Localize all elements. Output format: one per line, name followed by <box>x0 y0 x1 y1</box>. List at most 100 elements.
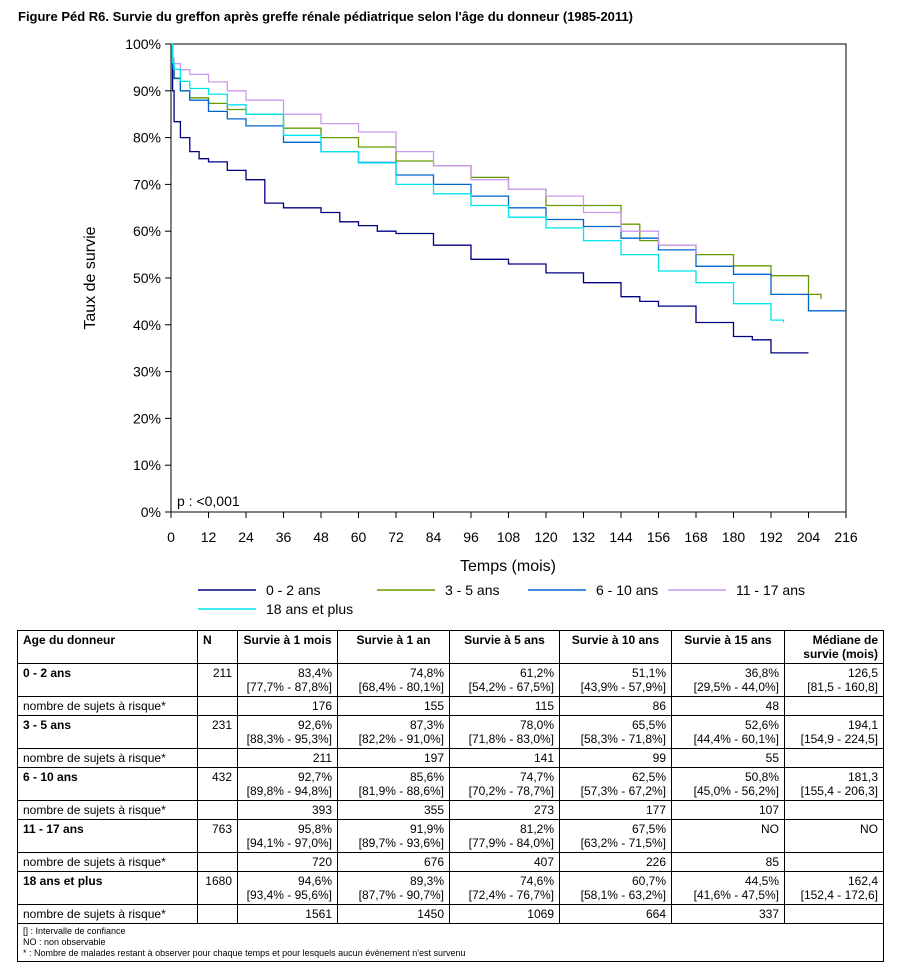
survival-cell: 91,9% [89,7% - 93,6%] <box>337 819 450 853</box>
risk-value: 197 <box>337 748 450 768</box>
x-tick-label: 132 <box>572 529 596 545</box>
confidence-interval: [43,9% - 57,9%] <box>580 680 666 694</box>
risk-empty-cell <box>784 852 884 872</box>
risk-value: 355 <box>337 800 450 820</box>
x-tick-label: 84 <box>426 529 442 545</box>
risk-row: nombre de sujets à risque* 176 155 115 86 48 <box>17 696 884 716</box>
x-tick-label: 156 <box>647 529 671 545</box>
survival-value: 62,5% <box>631 770 666 784</box>
x-tick-label: 48 <box>313 529 329 545</box>
risk-value: 177 <box>559 800 672 820</box>
confidence-interval: [44,4% - 60,1%] <box>693 732 779 746</box>
risk-empty-cell <box>784 696 884 716</box>
risk-label: nombre de sujets à risque* <box>17 852 198 872</box>
survival-value: 92,7% <box>297 770 332 784</box>
survival-value: 162,4 <box>847 874 878 888</box>
donor-age-group: 18 ans et plus <box>17 871 198 905</box>
confidence-interval <box>790 836 878 850</box>
survival-cell: 60,7% [58,1% - 63,2%] <box>559 871 672 905</box>
risk-value: 407 <box>449 852 560 872</box>
confidence-interval: [70,2% - 78,7%] <box>468 784 554 798</box>
risk-empty-cell <box>784 800 884 820</box>
risk-empty-cell <box>784 748 884 768</box>
survival-value: NO <box>860 822 878 836</box>
series-line <box>171 43 697 255</box>
survival-value: 60,7% <box>631 874 666 888</box>
survival-cell: 181,3 [155,4 - 206,3] <box>784 767 884 801</box>
legend-label: 3 - 5 ans <box>445 582 499 598</box>
survival-value: 65,5% <box>631 718 666 732</box>
risk-value: 273 <box>449 800 560 820</box>
confidence-interval: [63,2% - 71,5%] <box>580 836 666 850</box>
x-tick-label: 192 <box>759 529 783 545</box>
survival-cell: 87,3% [82,2% - 91,0%] <box>337 715 450 749</box>
table-header-row: Age du donneur N Survie à 1 mois Survie à 1… <box>17 630 884 664</box>
survival-value: 81,2% <box>519 822 554 836</box>
table-note: * : Nombre de malades restant à observer… <box>23 948 466 958</box>
legend-label: 6 - 10 ans <box>596 582 658 598</box>
survival-value: 74,7% <box>519 770 554 784</box>
survival-cell: 65,5% [58,3% - 71,8%] <box>559 715 672 749</box>
survival-cell: 162,4 [152,4 - 172,6] <box>784 871 884 905</box>
risk-value: 48 <box>671 696 785 716</box>
survival-cell: 85,6% [81,9% - 88,6%] <box>337 767 450 801</box>
x-tick-label: 0 <box>167 529 175 545</box>
x-tick-label: 60 <box>351 529 367 545</box>
survival-value: 61,2% <box>519 666 554 680</box>
survival-value: 126,5 <box>847 666 878 680</box>
survival-value: 74,8% <box>409 666 444 680</box>
survival-cell: 74,8% [68,4% - 80,1%] <box>337 663 450 697</box>
x-tick-label: 168 <box>684 529 708 545</box>
survival-value: 36,8% <box>744 666 779 680</box>
survival-cell: 78,0% [71,8% - 83,0%] <box>449 715 560 749</box>
confidence-interval: [58,1% - 63,2%] <box>580 888 666 902</box>
count-cell: 211 <box>197 663 238 697</box>
survival-value: 95,8% <box>297 822 332 836</box>
x-tick-label: 36 <box>276 529 292 545</box>
survival-cell: 44,5% [41,6% - 47,5%] <box>671 871 785 905</box>
y-axis-label: Taux de survie <box>82 226 99 329</box>
survival-chart: 0% 10% 20% 30% 40% 50% 60% 70% 80% 90% 100% 0 12 24 36… <box>82 36 858 617</box>
y-tick-label: 70% <box>133 176 161 192</box>
count-cell: 432 <box>197 767 238 801</box>
x-tick-label: 12 <box>201 529 217 545</box>
survival-value: 44,5% <box>744 874 779 888</box>
x-tick-label: 216 <box>834 529 858 545</box>
risk-value: 211 <box>237 748 338 768</box>
table-header-cell: Survie à 1 an <box>337 630 450 664</box>
table-row: 3 - 5 ans 231 92,6% [88,3% - 95,3%] 87,3% [82… <box>17 715 884 749</box>
y-tick-label: 0% <box>141 504 161 520</box>
risk-value: 720 <box>237 852 338 872</box>
series-line <box>171 43 822 300</box>
risk-empty-cell <box>197 800 238 820</box>
survival-cell: 51,1% [43,9% - 57,9%] <box>559 663 672 697</box>
survival-value: 91,9% <box>409 822 444 836</box>
donor-age-group: 0 - 2 ans <box>17 663 198 697</box>
x-tick-label: 108 <box>497 529 521 545</box>
table-row: 18 ans et plus 1680 94,6% [93,4% - 95,6%] 89… <box>17 871 884 905</box>
confidence-interval: [152,4 - 172,6] <box>800 888 878 902</box>
table-notes: [] : Intervalle de confiance NO : non obs… <box>17 923 884 962</box>
confidence-interval <box>677 836 779 850</box>
survival-cell: 81,2% [77,9% - 84,0%] <box>449 819 560 853</box>
table-header-cell: Survie à 15 ans <box>671 630 785 664</box>
confidence-interval: [94,1% - 97,0%] <box>246 836 332 850</box>
count-cell: 1680 <box>197 871 238 905</box>
risk-value: 676 <box>337 852 450 872</box>
confidence-interval: [81,5 - 160,8] <box>807 680 878 694</box>
risk-value: 337 <box>671 904 785 924</box>
survival-cell: 62,5% [57,3% - 67,2%] <box>559 767 672 801</box>
legend-label: 11 - 17 ans <box>736 582 805 598</box>
risk-value: 1069 <box>449 904 560 924</box>
risk-value: 107 <box>671 800 785 820</box>
risk-value: 1561 <box>237 904 338 924</box>
y-tick-label: 60% <box>133 223 161 239</box>
x-tick-label: 24 <box>238 529 254 545</box>
survival-cell: 74,7% [70,2% - 78,7%] <box>449 767 560 801</box>
survival-value: 181,3 <box>847 770 878 784</box>
confidence-interval: [81,9% - 88,6%] <box>358 784 444 798</box>
confidence-interval: [45,0% - 56,2%] <box>693 784 779 798</box>
survival-value: 67,5% <box>631 822 666 836</box>
survival-cell: 95,8% [94,1% - 97,0%] <box>237 819 338 853</box>
risk-empty-cell <box>197 696 238 716</box>
